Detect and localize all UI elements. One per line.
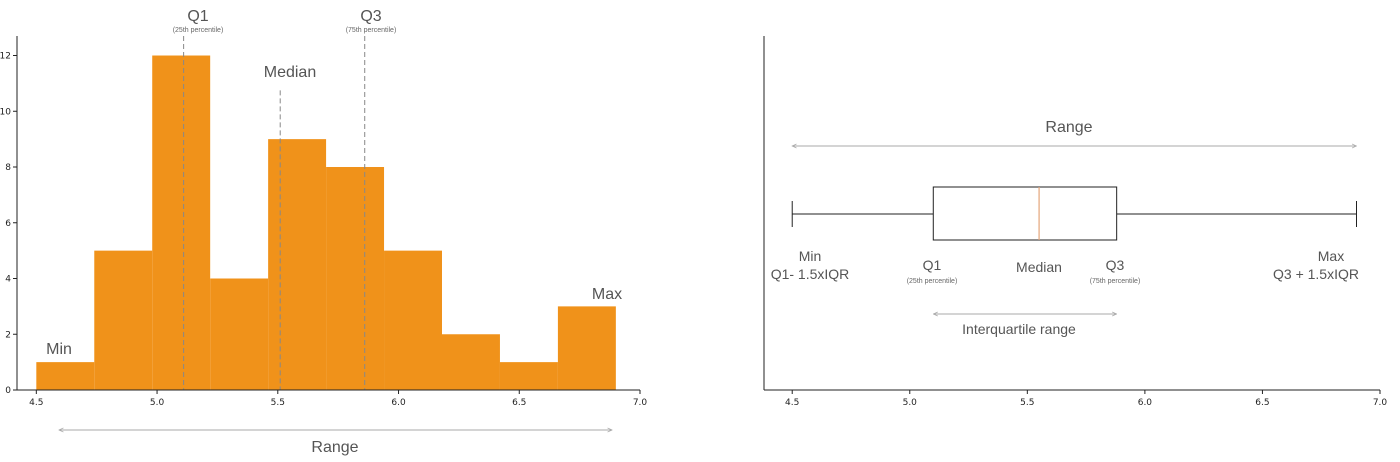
box-min-label: Min <box>799 248 822 264</box>
box-x-ticks: 4.5 5.0 5.5 6.0 6.5 7.0 <box>785 390 1387 408</box>
hist-y-tick-label: 0 <box>5 386 11 396</box>
box-min-sublabel: Q1- 1.5xIQR <box>771 266 850 282</box>
hist-range-label: Range <box>311 439 358 456</box>
histogram-bar <box>36 362 95 390</box>
hist-y-tick-label: 4 <box>5 275 11 285</box>
box-x-tick-label: 6.5 <box>1255 398 1269 408</box>
hist-x-tick-label: 7.0 <box>633 398 648 408</box>
hist-x-tick-label: 4.5 <box>29 398 43 408</box>
box-x-tick-label: 4.5 <box>785 398 799 408</box>
hist-q3-sublabel: (75th percentile) <box>346 27 397 34</box>
hist-y-tick-label: 8 <box>5 163 11 173</box>
hist-q1-label: Q1 <box>187 8 208 25</box>
box-x-tick-label: 6.0 <box>1138 398 1153 408</box>
histogram-bar <box>557 306 616 390</box>
histogram-quartile-lines <box>183 36 366 390</box>
hist-q3-label: Q3 <box>360 8 381 25</box>
box-q3-label: Q3 <box>1106 257 1125 273</box>
histogram-x-ticks: 4.5 5.0 5.5 6.0 6.5 7.0 <box>29 390 647 408</box>
box-x-tick-label: 7.0 <box>1373 398 1388 408</box>
histogram-bar <box>326 167 385 390</box>
hist-x-tick-label: 6.0 <box>391 398 406 408</box>
hist-y-tick-label: 2 <box>5 330 11 340</box>
hist-x-tick-label: 5.5 <box>271 398 285 408</box>
histogram-chart: 4.5 5.0 5.5 6.0 6.5 7.0 0 2 4 6 8 10 12 Q1 (25th pe… <box>0 8 647 456</box>
hist-x-tick-label: 5.0 <box>150 398 165 408</box>
histogram-bar <box>94 250 153 390</box>
hist-y-tick-label: 12 <box>0 52 11 62</box>
histogram-bar <box>152 55 211 390</box>
boxplot-chart: 4.5 5.0 5.5 6.0 6.5 7.0 Range Min Q1- 1.5xIQR… <box>763 36 1387 408</box>
box-max-label: Max <box>1318 248 1344 264</box>
hist-median-label: Median <box>264 64 316 81</box>
box-x-tick-label: 5.5 <box>1020 398 1034 408</box>
histogram-bar <box>441 334 500 390</box>
histogram-bar <box>268 139 327 390</box>
hist-max-label: Max <box>592 286 622 303</box>
box-iqr-label: Interquartile range <box>962 321 1076 337</box>
box-max-sublabel: Q3 + 1.5xIQR <box>1273 266 1359 282</box>
box-q1-label: Q1 <box>923 257 942 273</box>
box-range-label: Range <box>1045 119 1092 136</box>
histogram-bar <box>499 362 558 390</box>
box-median-label: Median <box>1016 259 1062 275</box>
hist-y-tick-label: 6 <box>5 219 11 229</box>
box-q1-sublabel: (25th percentile) <box>907 278 958 285</box>
box-iqr-rect <box>932 186 1118 241</box>
hist-y-tick-label: 10 <box>0 107 11 117</box>
box-x-tick-label: 5.0 <box>903 398 918 408</box>
histogram-bar <box>384 250 442 390</box>
hist-min-label: Min <box>46 341 72 358</box>
box-q3-sublabel: (75th percentile) <box>1090 278 1141 285</box>
hist-q1-sublabel: (25th percentile) <box>173 27 224 34</box>
histogram-axes <box>16 36 640 391</box>
hist-x-tick-label: 6.5 <box>512 398 526 408</box>
histogram-bar <box>210 278 269 390</box>
histogram-bars <box>36 55 616 390</box>
histogram-y-ticks: 0 2 4 6 8 10 12 <box>0 52 17 396</box>
